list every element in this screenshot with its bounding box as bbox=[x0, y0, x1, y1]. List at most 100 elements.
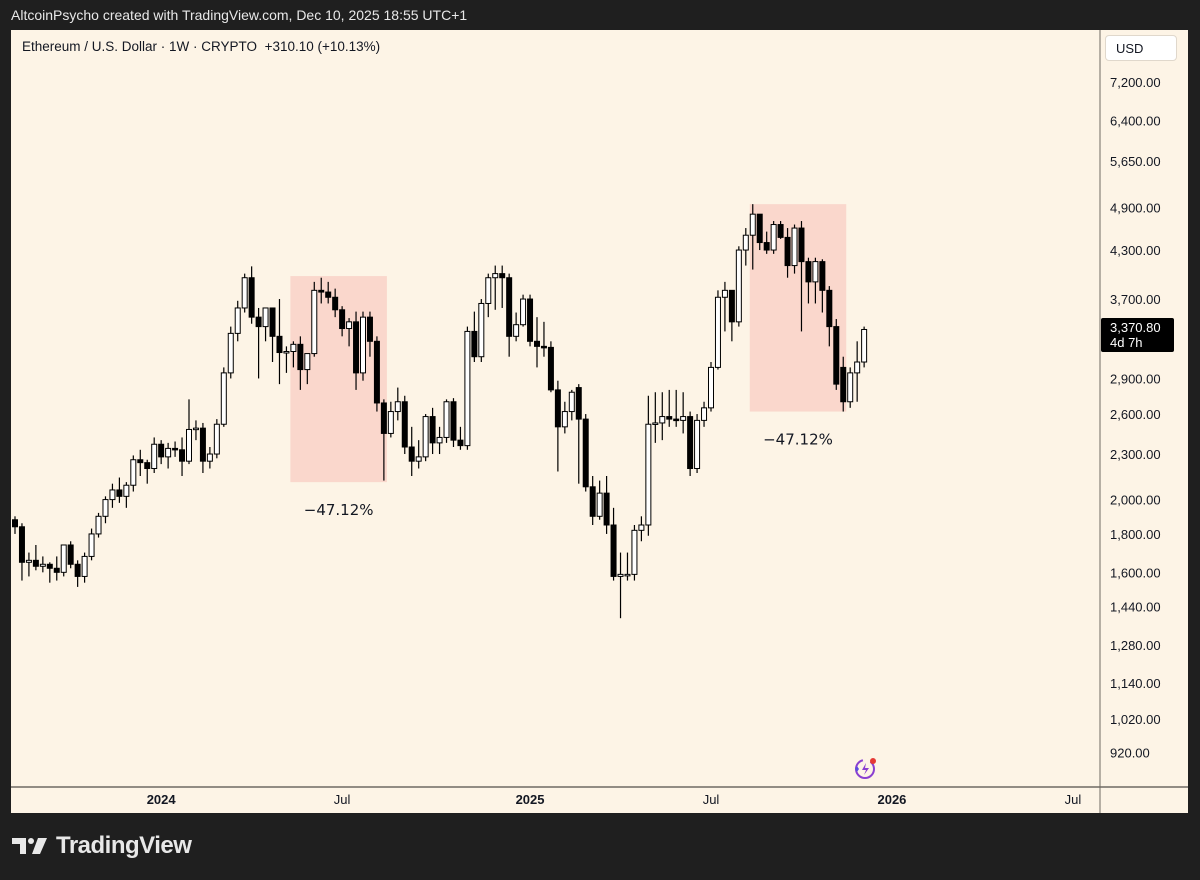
time-tick-label: 2025 bbox=[516, 792, 545, 807]
candle bbox=[450, 398, 457, 448]
candle-body bbox=[192, 427, 199, 431]
currency-button[interactable]: USD bbox=[1105, 35, 1177, 61]
candle-body bbox=[443, 401, 450, 438]
candle bbox=[39, 556, 46, 573]
candle-body bbox=[617, 573, 624, 577]
candle-body bbox=[666, 416, 673, 420]
candle-body bbox=[471, 330, 478, 358]
tradingview-logo[interactable]: TradingView bbox=[12, 832, 192, 860]
candle bbox=[603, 476, 610, 534]
candle-body bbox=[708, 366, 714, 409]
candle-body bbox=[847, 372, 854, 403]
drawdown-label: −47.12% bbox=[763, 431, 833, 449]
candle bbox=[109, 483, 116, 508]
candle bbox=[366, 311, 373, 357]
price-tick-label: 5,650.00 bbox=[1110, 154, 1161, 169]
candle-body bbox=[304, 353, 311, 371]
candle bbox=[67, 541, 74, 569]
chart-panel[interactable] bbox=[11, 30, 1188, 813]
candle-body bbox=[589, 486, 596, 517]
price-tick-label: 920.00 bbox=[1110, 746, 1150, 761]
candle-body bbox=[276, 335, 283, 354]
candle bbox=[617, 552, 624, 619]
candle-body bbox=[457, 439, 464, 447]
candle-body bbox=[854, 361, 861, 374]
candle bbox=[714, 290, 721, 370]
candle bbox=[763, 231, 770, 254]
price-tick-label: 1,800.00 bbox=[1110, 527, 1161, 542]
candle-body bbox=[554, 389, 561, 428]
candle bbox=[582, 414, 589, 492]
price-tick-label: 1,020.00 bbox=[1110, 712, 1161, 727]
candle bbox=[784, 228, 791, 278]
candle-body bbox=[687, 416, 694, 470]
candle-body bbox=[721, 289, 728, 298]
candle-body bbox=[610, 524, 617, 577]
axes: 7,200.00 6,400.00 5,650.00 4,900.00 4,300.00… bbox=[11, 30, 1188, 813]
candle bbox=[638, 516, 645, 542]
candle bbox=[158, 440, 165, 465]
lightning-icon[interactable] bbox=[855, 758, 876, 779]
candle-body bbox=[39, 563, 46, 567]
candle-body bbox=[833, 326, 840, 385]
candle bbox=[436, 426, 443, 455]
candle bbox=[408, 426, 415, 477]
price-change: +310.10 (+10.13%) bbox=[264, 39, 381, 54]
candle-body bbox=[102, 499, 109, 517]
candle bbox=[478, 299, 485, 363]
candle bbox=[499, 265, 506, 308]
candle-body bbox=[67, 544, 74, 565]
candle bbox=[18, 523, 25, 581]
candle-body bbox=[74, 563, 81, 577]
candle bbox=[464, 326, 471, 450]
candle-body bbox=[116, 489, 123, 497]
candle bbox=[255, 307, 262, 379]
candle bbox=[708, 362, 714, 412]
candle bbox=[32, 544, 39, 571]
candle-body bbox=[332, 296, 339, 311]
candle-body bbox=[714, 296, 721, 368]
candle-body bbox=[659, 416, 666, 424]
candle-body bbox=[144, 462, 151, 470]
candle bbox=[332, 288, 339, 318]
candle bbox=[756, 213, 763, 251]
candle-body bbox=[415, 456, 422, 462]
candle bbox=[74, 560, 81, 587]
candle bbox=[554, 380, 561, 472]
candle-body bbox=[861, 328, 868, 363]
candle bbox=[485, 273, 492, 318]
candle-body bbox=[248, 277, 255, 318]
candle-body bbox=[492, 273, 499, 279]
candle bbox=[60, 544, 67, 577]
candle-body bbox=[805, 261, 812, 283]
candle-body bbox=[624, 573, 631, 577]
candle-body bbox=[596, 492, 603, 517]
candle-body bbox=[373, 340, 380, 404]
candle-body bbox=[360, 316, 366, 374]
candle bbox=[861, 326, 868, 368]
current-price-label: 3,370.80 4d 7h bbox=[1101, 318, 1174, 352]
candle bbox=[88, 528, 95, 561]
candle bbox=[227, 326, 234, 379]
symbol-name: Ethereum / U.S. Dollar · 1W · CRYPTO bbox=[22, 39, 258, 54]
candle bbox=[728, 289, 735, 342]
price-tick-label: 2,000.00 bbox=[1110, 493, 1161, 508]
candle-body bbox=[151, 443, 158, 470]
candle-body bbox=[756, 213, 763, 244]
candle-body bbox=[339, 309, 346, 330]
candle bbox=[380, 399, 387, 481]
candle bbox=[360, 311, 366, 381]
candle-body bbox=[422, 416, 429, 458]
candle-body bbox=[749, 213, 756, 236]
candle bbox=[373, 336, 380, 412]
candle bbox=[415, 440, 422, 469]
candle-body bbox=[206, 453, 213, 462]
candle-body bbox=[165, 447, 172, 458]
price-tick-label: 7,200.00 bbox=[1110, 75, 1161, 90]
candle bbox=[304, 353, 311, 385]
candle-body bbox=[485, 277, 492, 304]
tradingview-logo-icon bbox=[12, 838, 47, 854]
candle bbox=[339, 306, 346, 337]
candle bbox=[422, 414, 429, 462]
